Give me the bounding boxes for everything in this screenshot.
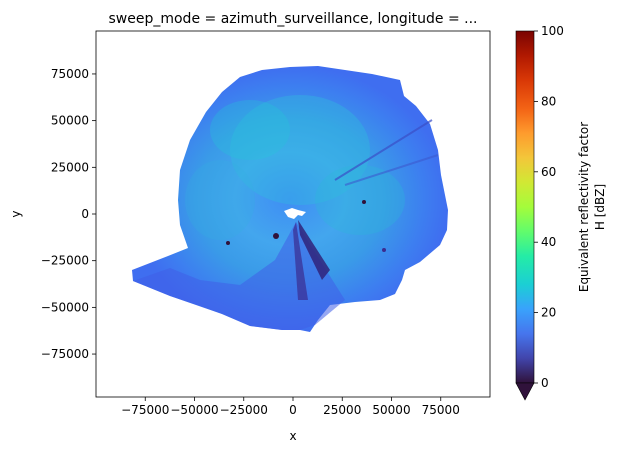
y-tick-label: 75000 xyxy=(51,67,89,81)
radial-streak xyxy=(298,220,330,280)
y-tick-label: −25000 xyxy=(41,254,89,268)
colorbar-tick-label: 0 xyxy=(541,376,549,390)
plot-area: −75000 −50000 −25000 0 25000 50000 75000 −7500… xyxy=(41,30,491,417)
clutter xyxy=(382,248,386,252)
colorbar-gradient xyxy=(515,30,535,384)
y-tick-label: −50000 xyxy=(41,300,89,314)
echo-patch xyxy=(315,165,405,235)
clutter xyxy=(273,233,279,239)
x-tick-label: 0 xyxy=(289,403,297,417)
y-tick-label: −75000 xyxy=(41,347,89,361)
colorbar-tick-label: 60 xyxy=(541,165,556,179)
y-axis: −75000 −50000 −25000 0 25000 50000 75000 xyxy=(41,67,96,361)
echo-patch xyxy=(210,100,290,160)
x-tick-label: −50000 xyxy=(170,403,218,417)
x-axis: −75000 −50000 −25000 0 25000 50000 75000 xyxy=(121,397,460,417)
colorbar-tick-label: 80 xyxy=(541,94,556,108)
x-tick-label: 75000 xyxy=(422,403,460,417)
y-tick-label: 0 xyxy=(81,207,89,221)
radial-spoke xyxy=(334,119,433,181)
x-tick-label: 25000 xyxy=(323,403,361,417)
y-tick-label: 25000 xyxy=(51,160,89,174)
colorbar: 0 20 40 60 80 100 Equivalent reflectivity fac… xyxy=(515,24,607,401)
echo-patch xyxy=(185,160,255,240)
colorbar-tick-label: 20 xyxy=(541,306,556,320)
x-tick-label: −25000 xyxy=(220,403,268,417)
colorbar-label: Equivalent reflectivity factor xyxy=(577,122,591,292)
colorbar-tick-label: 100 xyxy=(541,24,564,38)
low-echo-sector xyxy=(133,222,345,330)
clutter xyxy=(362,200,366,204)
chart-title: sweep_mode = azimuth_surveillance, longi… xyxy=(109,11,478,27)
x-tick-label: 50000 xyxy=(372,403,410,417)
y-axis-label: y xyxy=(9,210,23,217)
echo-patch xyxy=(230,95,370,205)
radar-coverage xyxy=(132,66,448,332)
radar-site-gap xyxy=(284,208,306,219)
radial-streak xyxy=(293,222,308,300)
radial-spoke xyxy=(344,154,439,186)
clutter xyxy=(226,241,230,245)
radar-field xyxy=(132,66,448,332)
x-tick-label: −75000 xyxy=(121,403,169,417)
colorbar-label-unit: H [dBZ] xyxy=(593,184,607,230)
colorbar-extend-min xyxy=(515,382,535,401)
colorbar-tick-label: 40 xyxy=(541,235,556,249)
y-tick-label: 50000 xyxy=(51,114,89,128)
x-axis-label: x xyxy=(289,429,296,443)
